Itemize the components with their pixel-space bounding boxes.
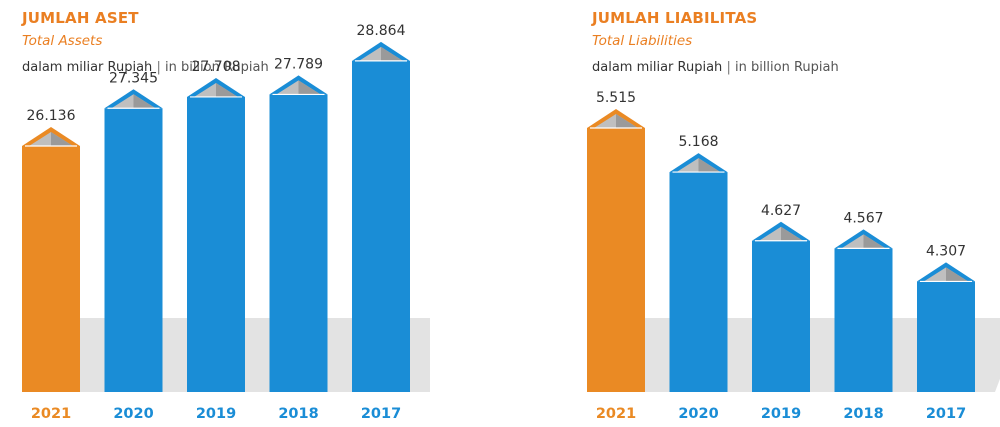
chart-title: JUMLAH ASET (22, 9, 139, 27)
bar-cap-facet-shade (698, 158, 721, 173)
plot-area: 26.136 2021 27.345 2020 27.708 2019 27.789 2018… (22, 23, 430, 422)
bar-cap-facet-shade (216, 82, 238, 97)
unit-label-id: dalam miliar Rupiah (22, 60, 153, 75)
bar (917, 281, 975, 392)
bar-value-label: 27.345 (109, 70, 158, 86)
bar-cap-facet-shade (51, 132, 73, 146)
unit-separator: | (726, 60, 731, 75)
chart-subtitle: Total Liabilities (592, 33, 693, 49)
bar (752, 240, 810, 392)
unit-label-en: in billion Rupiah (734, 60, 839, 75)
bar (352, 60, 410, 392)
bar (22, 146, 80, 392)
bar-value-label: 4.567 (843, 210, 883, 226)
bar-cap-facet-shade (381, 46, 403, 61)
bar-cap-facet-shade (863, 234, 886, 249)
bar-cap-facet-shade (781, 226, 803, 241)
bar-cap-facet-shade (946, 267, 968, 282)
bar-value-label: 28.864 (357, 23, 406, 39)
x-tick-label: 2020 (113, 406, 153, 422)
bar (269, 94, 328, 393)
unit-label: dalam miliar Rupiah | in billion Rupiah (592, 60, 839, 75)
bar (834, 248, 893, 392)
bar-cap-facet-shade (133, 94, 156, 109)
x-tick-label: 2018 (278, 406, 318, 422)
x-tick-label: 2021 (31, 406, 71, 422)
bar-value-label: 5.168 (678, 134, 718, 150)
x-tick-label: 2017 (361, 406, 401, 422)
plot-area: 5.515 2021 5.168 2020 4.627 2019 4.567 2018 4.30… (587, 90, 1000, 422)
bar-cap-facet-shade (616, 114, 638, 128)
total-liabilities-panel: JUMLAH LIABILITAS Total Liabilities dala… (570, 0, 1000, 427)
unit-label: dalam miliar Rupiah | in billion Rupiah (22, 60, 269, 75)
total-assets-panel: JUMLAH ASET Total Assets dalam miliar Ru… (0, 0, 430, 427)
bar-value-label: 26.136 (27, 108, 76, 124)
unit-label-id: dalam miliar Rupiah (592, 60, 723, 75)
bar (587, 128, 645, 392)
x-tick-label: 2021 (596, 406, 636, 422)
chart-subtitle: Total Assets (22, 33, 103, 49)
x-tick-label: 2018 (843, 406, 883, 422)
bar (104, 108, 163, 392)
x-tick-label: 2020 (678, 406, 718, 422)
total-assets-bar-chart: 26.136 2021 27.345 2020 27.708 2019 27.789 2018… (22, 23, 430, 422)
bar-value-label: 27.789 (274, 56, 323, 72)
bar-value-label: 4.307 (926, 243, 966, 259)
bar (187, 96, 245, 392)
unit-label-en: in billion Rupiah (164, 60, 269, 75)
x-tick-label: 2019 (196, 406, 236, 422)
chart-title: JUMLAH LIABILITAS (592, 9, 758, 27)
bar-value-label: 5.515 (596, 90, 636, 106)
total-liabilities-bar-chart: 5.515 2021 5.168 2020 4.627 2019 4.567 2018 4.30… (587, 90, 1000, 422)
bar-value-label: 27.708 (192, 59, 241, 75)
bar (669, 172, 728, 392)
bar-cap-facet-shade (298, 80, 321, 95)
unit-separator: | (156, 60, 161, 75)
x-tick-label: 2017 (926, 406, 966, 422)
bar-value-label: 4.627 (761, 203, 801, 219)
x-tick-label: 2019 (761, 406, 801, 422)
